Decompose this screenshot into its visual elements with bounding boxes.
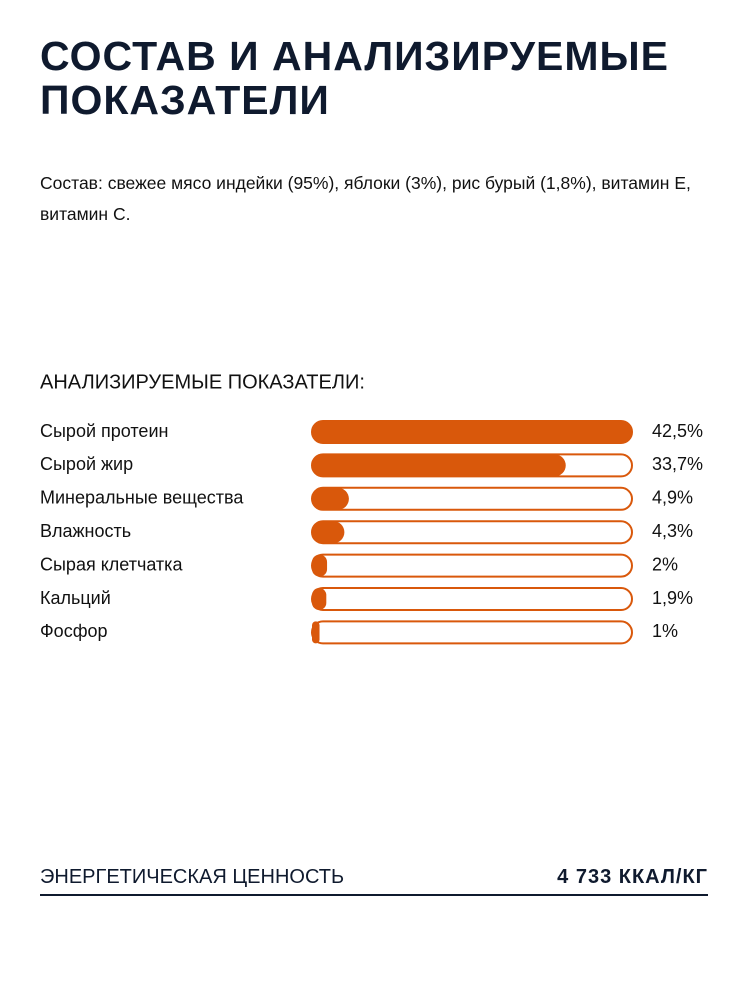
value-label: 1% [652, 621, 678, 641]
bar [312, 621, 320, 644]
value-label: 4,3% [652, 521, 693, 541]
bar-track [311, 620, 633, 645]
chart-title: АНАЛИЗИРУЕМЫЕ ПОКАЗАТЕЛИ: [40, 371, 365, 393]
bar [312, 521, 345, 544]
bar [312, 421, 632, 443]
bar [312, 554, 328, 577]
page-title: СОСТАВ И АНАЛИЗИРУЕМЫЕ ПОКАЗАТЕЛИ [40, 33, 670, 123]
value-label: 2% [652, 554, 678, 574]
bar [312, 454, 566, 477]
row-label: Кальций [40, 588, 111, 608]
chart: АНАЛИЗИРУЕМЫЕ ПОКАЗАТЕЛИ: Сырой протеин 4… [40, 371, 703, 645]
bar-track [311, 520, 633, 545]
energy-label: ЭНЕРГЕТИЧЕСКАЯ ЦЕННОСТЬ [40, 866, 345, 888]
energy-row: ЭНЕРГЕТИЧЕСКАЯ ЦЕННОСТЬ 4 733 ККАЛ/КГ [40, 866, 708, 896]
bar [312, 588, 327, 610]
energy-value: 4 733 ККАЛ/КГ [557, 866, 708, 888]
bar [312, 487, 349, 510]
value-label: 1,9% [652, 588, 693, 608]
bar-track [311, 587, 633, 611]
row-label: Сырая клетчатка [40, 554, 183, 574]
value-label: 33,7% [652, 454, 703, 474]
row-label: Сырой жир [40, 454, 133, 474]
row-label: Минеральные вещества [40, 488, 244, 508]
value-label: 42,5% [652, 421, 703, 441]
bar-track [311, 486, 633, 511]
bar-track [311, 553, 633, 578]
row-label: Влажность [40, 521, 131, 541]
row-label: Сырой протеин [40, 421, 168, 441]
row-label: Фосфор [40, 621, 108, 641]
value-label: 4,9% [652, 488, 693, 508]
composition: Состав: свежее мясо индейки (95%), яблок… [40, 173, 691, 224]
